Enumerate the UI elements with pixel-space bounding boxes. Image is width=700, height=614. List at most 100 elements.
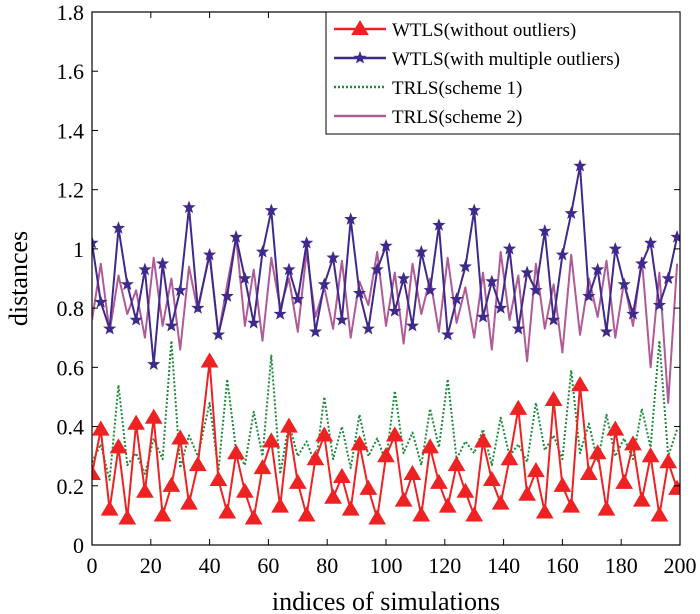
x-tick-label: 160 [546, 553, 579, 578]
triangle-point [153, 506, 172, 522]
star-point [317, 277, 331, 291]
triangle-point [447, 456, 466, 472]
star-point [590, 262, 605, 276]
star-point [564, 206, 578, 219]
triangle-point [438, 497, 457, 513]
star-point [608, 241, 622, 255]
star-point [120, 277, 134, 291]
star-point [352, 286, 367, 300]
triangle-point [527, 461, 545, 478]
legend: WTLS(without outliers) WTLS(with multiple… [325, 11, 681, 135]
y-tick-label: 1.2 [57, 178, 85, 203]
star-point [282, 262, 296, 276]
star-point [147, 357, 161, 370]
triangle-point [127, 414, 145, 430]
legend-label: TRLS(scheme 2) [392, 107, 522, 128]
star-point [273, 307, 287, 320]
legend-label: WTLS(with multiple outliers) [392, 49, 620, 70]
series-trls-scheme-2 [92, 236, 679, 404]
star-point [423, 283, 437, 296]
triangle-point [394, 491, 413, 507]
triangle-point [632, 491, 651, 507]
star-point [388, 304, 402, 317]
series-trls-scheme-1 [92, 339, 679, 481]
star-point [370, 262, 384, 276]
star-point [94, 295, 108, 308]
triangle-point [324, 488, 342, 504]
star-point [291, 292, 305, 305]
triangle-point [144, 408, 163, 424]
x-tick-label: 140 [487, 553, 520, 578]
star-point [502, 241, 517, 255]
triangle-point [641, 447, 660, 463]
star-point [220, 289, 234, 302]
series-line-wtls-with-multiple-outliers [92, 165, 679, 366]
triangle-point [597, 500, 616, 516]
series-wtls-with-multiple-outliers [92, 159, 680, 370]
triangle-point [92, 420, 110, 436]
triangle-point [579, 464, 598, 481]
legend-triangle-marker [351, 20, 369, 36]
star-point [441, 327, 455, 341]
x-tick-label: 20 [140, 553, 162, 578]
y-tick-label: 1.8 [57, 0, 85, 25]
triangle-point [288, 473, 307, 489]
star-point [529, 283, 543, 297]
y-tick-label: 0.2 [57, 474, 85, 499]
star-point [397, 271, 411, 285]
star-point [626, 307, 640, 320]
series-wtls-without-outliers [92, 352, 680, 525]
triangle-point [306, 450, 325, 466]
triangle-point [315, 426, 334, 442]
triangle-point [109, 438, 128, 454]
star-point [405, 318, 420, 332]
star-point [164, 318, 178, 332]
triangle-point [421, 438, 439, 454]
x-tick-label: 80 [316, 553, 338, 578]
star-point [555, 247, 569, 261]
triangle-point [474, 432, 492, 448]
triangle-point [244, 509, 263, 525]
star-point [182, 200, 196, 214]
star-point [155, 256, 170, 270]
star-point [335, 313, 349, 326]
triangle-point [359, 479, 378, 495]
star-point [229, 230, 243, 243]
triangle-point [482, 470, 501, 486]
triangle-point [465, 506, 484, 522]
star-point [414, 244, 428, 258]
y-tick-label: 0.6 [57, 355, 85, 380]
triangle-point [588, 444, 607, 460]
triangle-point [333, 467, 351, 483]
star-point [538, 224, 552, 237]
triangle-point [615, 473, 634, 489]
star-point [300, 236, 314, 249]
triangle-point [650, 506, 669, 522]
triangle-point [236, 482, 254, 498]
star-point [635, 256, 649, 270]
x-tick-label: 200 [664, 553, 697, 578]
triangle-point [385, 426, 404, 442]
series-line-trls-scheme-1 [92, 339, 679, 481]
triangle-point [500, 450, 519, 466]
triangle-point [571, 376, 589, 392]
triangle-point [377, 447, 395, 463]
star-point [264, 203, 278, 216]
triangle-point [430, 473, 448, 489]
star-point [102, 321, 117, 335]
star-point [458, 259, 472, 273]
star-point [582, 289, 596, 302]
star-point [573, 159, 587, 172]
triangle-point [668, 479, 680, 495]
triangle-point [606, 420, 625, 436]
triangle-point [518, 485, 536, 501]
x-tick-label: 100 [370, 553, 403, 578]
triangle-point [341, 500, 360, 516]
star-point [661, 271, 675, 285]
star-point [379, 238, 393, 252]
plot-area [92, 159, 680, 525]
triangle-point [253, 459, 272, 475]
legend-box [325, 11, 681, 135]
star-point [255, 244, 270, 258]
